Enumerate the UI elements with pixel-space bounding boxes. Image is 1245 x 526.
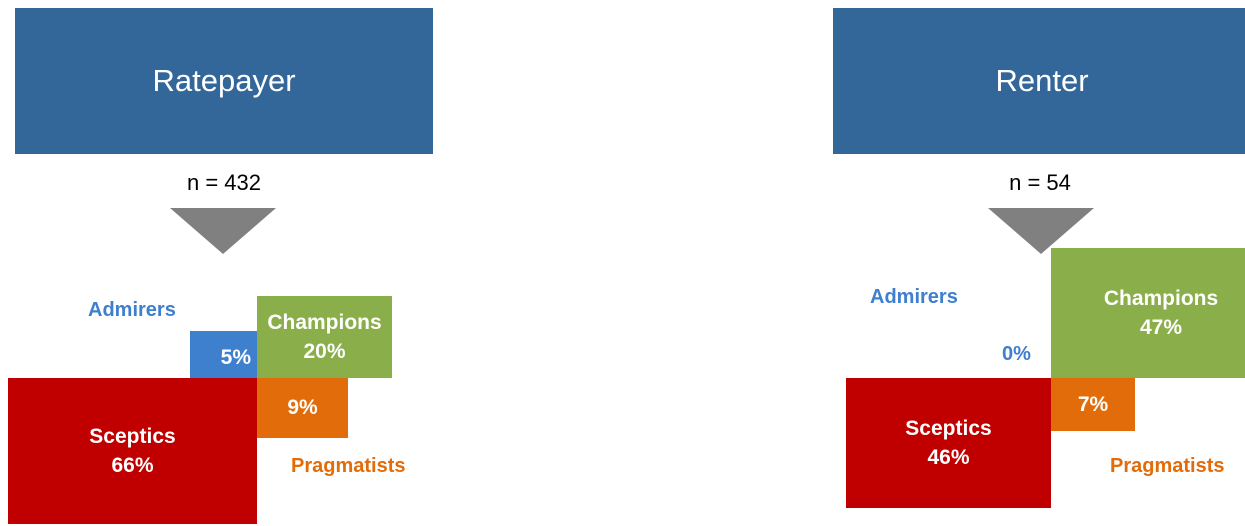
- ratepayer-admirers-label: Admirers: [88, 299, 176, 321]
- ratepayer-panel: Ratepayer n = 432 Admirers 5% Champions …: [0, 0, 620, 526]
- renter-champions-box: Champions 47%: [1051, 248, 1245, 378]
- renter-pragmatists-label: Pragmatists: [1110, 455, 1225, 477]
- ratepayer-champions-pct: 20%: [303, 340, 346, 363]
- renter-admirers-label: Admirers: [870, 286, 958, 308]
- renter-pragmatists-pct: 7%: [1077, 392, 1109, 416]
- ratepayer-header: Ratepayer: [15, 8, 433, 154]
- ratepayer-pragmatists-pct: 9%: [287, 396, 318, 420]
- renter-sceptics-label: Sceptics: [905, 416, 992, 440]
- renter-header: Renter: [833, 8, 1245, 154]
- ratepayer-champions-box: Champions 20%: [257, 296, 392, 378]
- ratepayer-sceptics-box: Sceptics 66%: [8, 378, 257, 524]
- renter-pragmatists-box: 7%: [1051, 378, 1135, 431]
- ratepayer-pragmatists-box: 9%: [257, 378, 348, 438]
- ratepayer-n-count: n = 432: [186, 170, 261, 195]
- renter-n-count: n = 54: [1009, 170, 1071, 195]
- renter-panel: Renter n = 54 Admirers 0% Champions 47% …: [620, 0, 1245, 526]
- renter-champions-label: Champions: [1103, 286, 1219, 310]
- ratepayer-admirers-box: 5%: [190, 331, 257, 378]
- ratepayer-sceptics-pct: 66%: [111, 454, 154, 477]
- renter-sceptics-box: Sceptics 46%: [846, 378, 1051, 508]
- renter-down-arrow: [988, 208, 1094, 254]
- ratepayer-pragmatists-label: Pragmatists: [291, 455, 406, 477]
- ratepayer-champions-label: Champions: [267, 310, 382, 334]
- ratepayer-down-arrow: [170, 208, 276, 254]
- ratepayer-admirers-pct: 5%: [220, 345, 251, 369]
- renter-admirers-pct: 0%: [1002, 343, 1031, 365]
- renter-champions-pct: 47%: [1139, 316, 1183, 339]
- renter-sceptics-pct: 46%: [927, 446, 970, 469]
- ratepayer-sceptics-label: Sceptics: [89, 424, 176, 448]
